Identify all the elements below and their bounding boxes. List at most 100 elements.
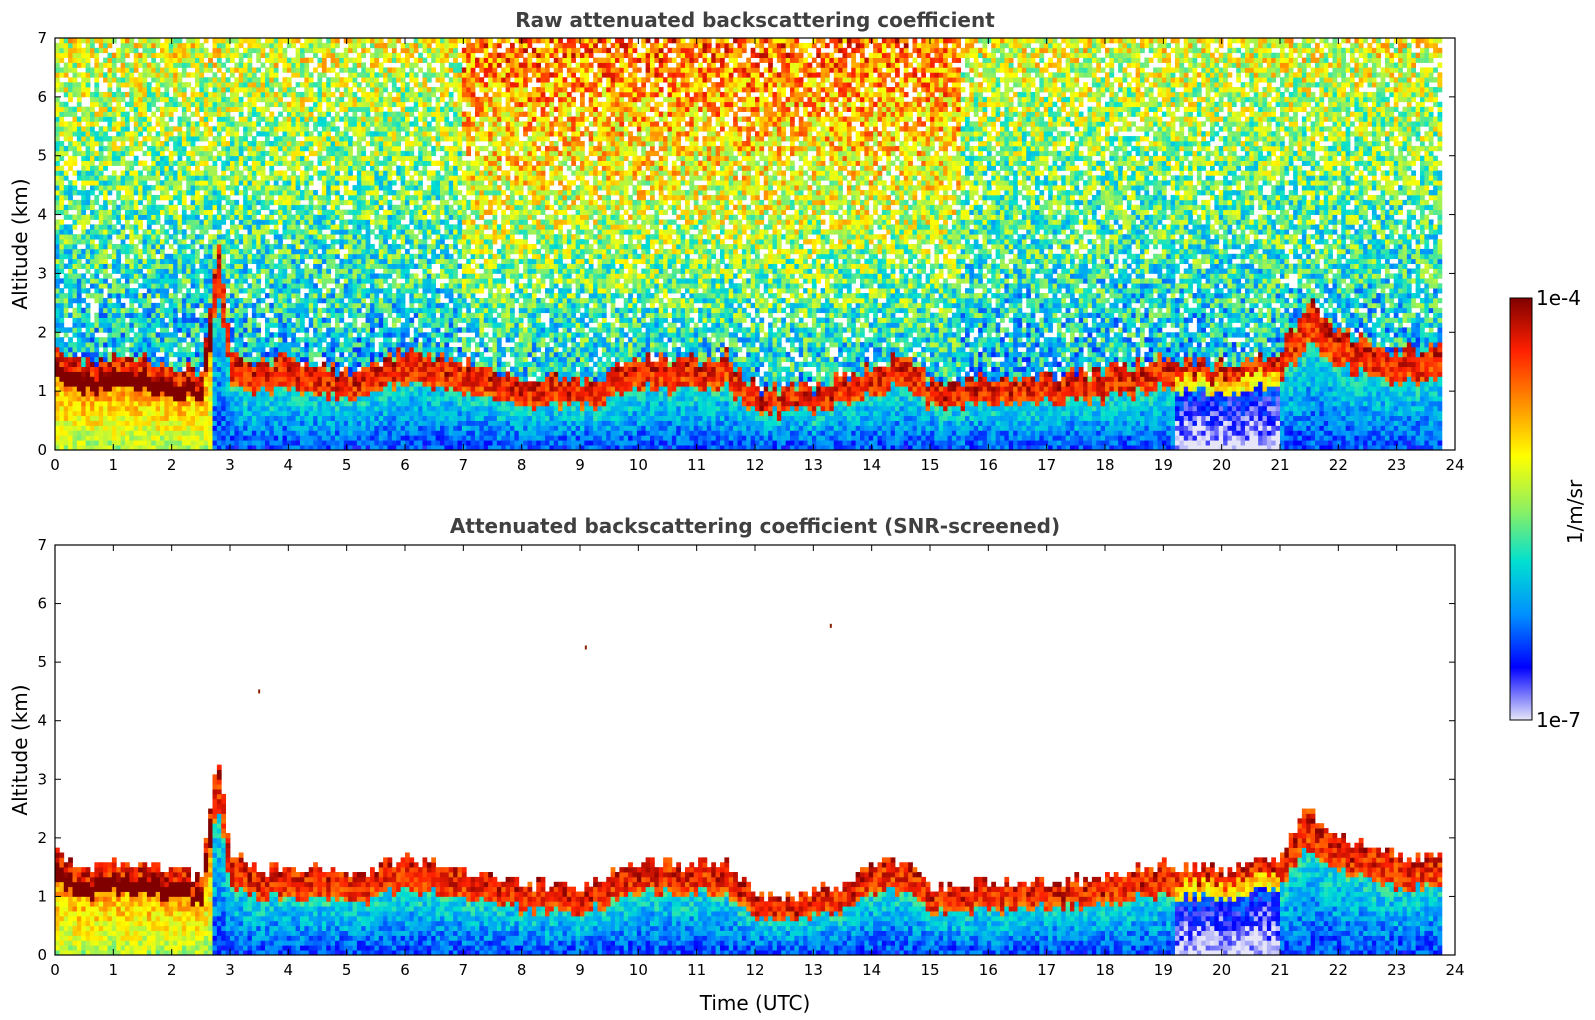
top-cell — [322, 376, 327, 381]
top-cell — [129, 215, 134, 220]
top-cell — [99, 440, 104, 445]
top-cell — [108, 102, 113, 107]
top-cell — [335, 151, 340, 156]
top-cell — [283, 229, 288, 234]
top-cell — [204, 386, 209, 391]
top-cell — [86, 195, 91, 200]
top-cell — [64, 136, 69, 141]
top-cell — [265, 97, 270, 102]
top-cell — [331, 293, 336, 298]
top-cell — [335, 156, 340, 161]
top-cell — [230, 58, 235, 63]
top-cell — [213, 347, 218, 352]
top-cell — [81, 435, 86, 440]
top-cell — [226, 327, 231, 332]
top-cell — [331, 77, 336, 82]
top-cell — [278, 322, 283, 327]
top-cell — [344, 396, 349, 401]
top-cell — [239, 342, 244, 347]
top-cell — [344, 283, 349, 288]
top-cell — [322, 126, 327, 131]
top-cell — [213, 190, 218, 195]
top-cell — [178, 166, 183, 171]
top-cell — [64, 53, 69, 58]
top-cell — [59, 435, 64, 440]
top-cell — [169, 210, 174, 215]
top-cell — [348, 337, 353, 342]
top-cell — [283, 381, 288, 386]
top-cell — [304, 416, 309, 421]
top-cell — [186, 430, 191, 435]
top-cell — [86, 440, 91, 445]
top-cell — [204, 224, 209, 229]
top-cell — [204, 376, 209, 381]
top-cell — [274, 386, 279, 391]
top-cell — [55, 53, 60, 58]
top-cell — [300, 43, 305, 48]
top-cell — [129, 435, 134, 440]
top-cell — [300, 92, 305, 97]
top-cell — [173, 141, 178, 146]
top-cell — [313, 401, 318, 406]
top-cell — [243, 425, 248, 430]
top-cell — [265, 386, 270, 391]
top-cell — [99, 67, 104, 72]
top-cell — [344, 435, 349, 440]
top-cell — [160, 190, 165, 195]
top-cell — [221, 411, 226, 416]
top-cell — [164, 293, 169, 298]
top-cell — [326, 264, 331, 269]
top-cell — [138, 131, 143, 136]
top-cell — [265, 391, 270, 396]
top-cell — [291, 342, 296, 347]
top-cell — [344, 146, 349, 151]
top-cell — [309, 440, 314, 445]
top-cell — [278, 234, 283, 239]
top-cell — [287, 219, 292, 224]
top-cell — [160, 430, 165, 435]
top-cell — [173, 318, 178, 323]
top-cell — [261, 264, 266, 269]
top-cell — [151, 229, 156, 234]
top-cell — [81, 210, 86, 215]
top-cell — [208, 210, 213, 215]
top-cell — [164, 229, 169, 234]
top-cell — [248, 259, 253, 264]
top-cell — [256, 283, 261, 288]
top-cell — [265, 440, 270, 445]
top-cell — [99, 293, 104, 298]
top-cell — [296, 416, 301, 421]
top-cell — [103, 107, 108, 112]
top-cell — [239, 72, 244, 77]
top-cell — [108, 352, 113, 357]
top-cell — [178, 38, 183, 43]
top-cell — [248, 303, 253, 308]
top-cell — [304, 116, 309, 121]
top-cell — [112, 372, 117, 377]
top-cell — [81, 367, 86, 372]
top-cell — [318, 308, 323, 313]
top-cell — [256, 92, 261, 97]
top-cell — [278, 293, 283, 298]
top-cell — [331, 215, 336, 220]
top-cell — [300, 146, 305, 151]
top-cell — [81, 219, 86, 224]
top-cell — [173, 332, 178, 337]
top-cell — [300, 205, 305, 210]
top-cell — [261, 352, 266, 357]
top-cell — [94, 175, 99, 180]
top-cell — [68, 357, 73, 362]
top-cell — [313, 303, 318, 308]
top-cell — [283, 151, 288, 156]
top-cell — [134, 77, 139, 82]
top-cell — [182, 131, 187, 136]
top-cell — [121, 82, 126, 87]
top-cell — [344, 48, 349, 53]
top-cell — [94, 151, 99, 156]
top-cell — [265, 72, 270, 77]
top-cell — [230, 190, 235, 195]
top-cell — [261, 372, 266, 377]
top-cell — [300, 156, 305, 161]
top-cell — [304, 308, 309, 313]
top-cell — [68, 411, 73, 416]
